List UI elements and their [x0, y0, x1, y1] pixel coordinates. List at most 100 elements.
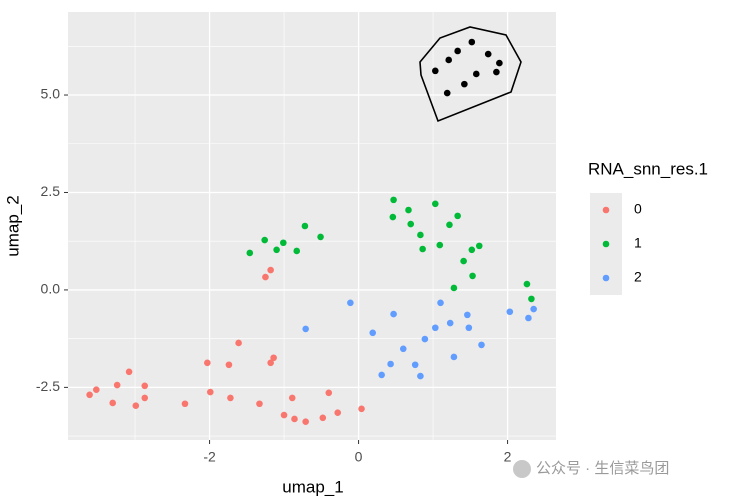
point — [267, 359, 274, 367]
point — [525, 314, 532, 322]
point — [334, 409, 342, 417]
point — [204, 359, 211, 367]
point — [460, 257, 467, 265]
point — [302, 418, 309, 425]
point — [246, 249, 254, 257]
point — [273, 246, 280, 254]
point — [530, 305, 537, 313]
point — [437, 299, 444, 307]
point — [109, 399, 117, 407]
point — [450, 353, 458, 361]
point — [421, 335, 429, 343]
point — [181, 400, 189, 408]
x-tick-label: 0 — [355, 449, 363, 465]
point — [302, 325, 309, 333]
point — [390, 310, 397, 318]
point — [261, 236, 268, 244]
point — [291, 415, 298, 423]
x-tick-label: -2 — [203, 449, 216, 465]
point — [378, 371, 385, 379]
point — [443, 89, 451, 97]
point — [389, 213, 397, 221]
point — [472, 70, 480, 78]
point — [369, 329, 377, 337]
point — [496, 59, 503, 67]
point — [325, 389, 333, 397]
point — [262, 273, 269, 281]
legend-label: 1 — [634, 235, 642, 251]
point — [132, 402, 140, 409]
point — [523, 280, 531, 288]
grid — [68, 12, 556, 440]
point — [86, 391, 93, 399]
point — [436, 241, 444, 249]
point — [301, 222, 309, 230]
point — [469, 272, 476, 280]
point — [235, 339, 242, 347]
point — [465, 324, 473, 332]
point — [141, 394, 149, 402]
point — [317, 233, 324, 241]
point — [445, 56, 453, 64]
y-axis-label: umap_2 — [3, 195, 22, 256]
legend: 0 1 2 — [590, 193, 642, 295]
point — [446, 221, 453, 229]
legend-label: 2 — [634, 269, 642, 285]
x-tick-label: 2 — [504, 449, 512, 465]
point — [293, 247, 301, 255]
point — [227, 394, 234, 402]
point — [506, 308, 514, 316]
selection-outline — [419, 26, 522, 123]
point — [528, 295, 535, 303]
point — [454, 212, 461, 220]
point — [288, 394, 296, 402]
point — [464, 311, 471, 319]
watermark: 公众号 · 生信菜鸟团 — [536, 460, 669, 477]
point — [450, 284, 458, 292]
point — [432, 324, 439, 332]
legend-label: 0 — [634, 201, 642, 217]
point — [141, 382, 149, 390]
point — [468, 246, 476, 254]
point — [493, 68, 500, 76]
point — [484, 50, 492, 58]
point — [267, 266, 274, 274]
x-axis-label: umap_1 — [282, 477, 343, 496]
point — [446, 319, 454, 327]
point — [411, 361, 419, 369]
point — [432, 200, 439, 208]
point — [93, 386, 100, 394]
legend-title: RNA_snn_res.1 — [588, 159, 708, 178]
panel-background — [68, 12, 556, 440]
point — [468, 38, 476, 46]
points — [86, 38, 537, 425]
y-tick-label: -2.5 — [36, 378, 60, 394]
legend-key — [602, 274, 610, 282]
point — [399, 345, 407, 353]
point — [270, 354, 277, 362]
point — [405, 206, 412, 214]
point — [256, 400, 263, 408]
point — [475, 242, 483, 250]
point — [125, 368, 133, 376]
point — [387, 360, 394, 368]
point — [225, 361, 233, 369]
point — [113, 381, 121, 389]
point — [461, 80, 468, 88]
point — [358, 405, 365, 413]
point — [417, 231, 424, 239]
point — [454, 47, 461, 55]
point — [390, 196, 397, 204]
y-tick-label: 2.5 — [41, 183, 61, 199]
point — [407, 220, 415, 228]
point — [417, 372, 424, 380]
point — [280, 239, 287, 247]
watermark-icon — [513, 460, 531, 478]
point — [207, 388, 214, 396]
y-tick-label: 5.0 — [41, 86, 61, 102]
y-tick-label: 0.0 — [41, 281, 61, 297]
point — [432, 67, 439, 75]
point — [478, 341, 485, 349]
point — [280, 411, 288, 419]
